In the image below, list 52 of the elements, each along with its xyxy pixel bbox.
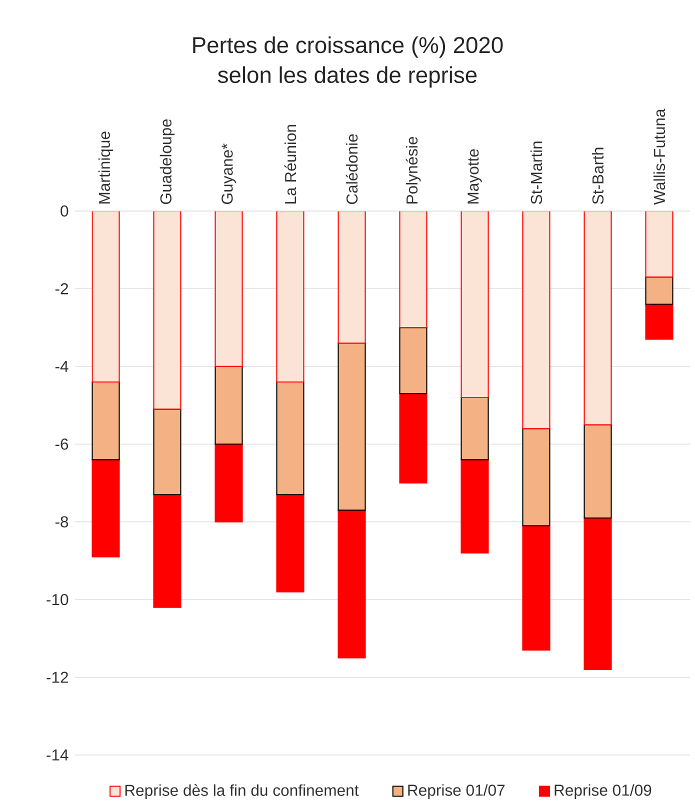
bar bbox=[399, 393, 428, 484]
legend-label: Reprise 01/09 bbox=[554, 784, 652, 799]
bar bbox=[92, 381, 120, 460]
bar bbox=[460, 396, 489, 460]
bar bbox=[92, 210, 120, 382]
bar bbox=[153, 210, 182, 410]
legend-label: Reprise 01/07 bbox=[408, 784, 505, 799]
bar bbox=[645, 210, 674, 278]
x-tick-label: Calédonie bbox=[346, 134, 358, 204]
bar bbox=[522, 525, 550, 651]
bar bbox=[522, 210, 550, 430]
x-tick-label: Polynésie bbox=[406, 136, 421, 204]
x-tick-label: Guyane* bbox=[222, 144, 236, 204]
bar bbox=[153, 494, 182, 608]
bar bbox=[153, 408, 182, 496]
y-tick-label: -14 bbox=[46, 750, 68, 760]
bar bbox=[92, 459, 120, 558]
y-tick-label: -10 bbox=[46, 594, 68, 606]
bar bbox=[214, 366, 243, 445]
bar bbox=[645, 276, 674, 305]
x-tick-label: St-Martin bbox=[530, 142, 542, 204]
chart-title: Pertes de croissance (%) 2020 selon les dates de reprise bbox=[193, 36, 503, 88]
legend-label: Reprise dès la fin du confinement bbox=[125, 784, 359, 800]
bar bbox=[460, 459, 489, 554]
y-tick-label: -6 bbox=[55, 438, 68, 450]
bar bbox=[214, 210, 243, 367]
bar bbox=[584, 210, 612, 426]
x-tick-label: Mayotte bbox=[468, 149, 482, 204]
x-tick-label: Guadeloupe bbox=[160, 119, 175, 204]
bar bbox=[522, 428, 550, 526]
x-tick-label: Martinique bbox=[98, 132, 114, 204]
bar bbox=[460, 210, 489, 398]
bar bbox=[338, 210, 366, 344]
x-tick-label: La Réunion bbox=[284, 124, 296, 204]
bar bbox=[276, 494, 304, 592]
bar bbox=[338, 342, 366, 511]
bar bbox=[276, 210, 304, 382]
y-tick-label: 0 bbox=[60, 205, 68, 217]
x-tick-label: St-Barth bbox=[592, 148, 604, 204]
bar bbox=[214, 444, 243, 522]
bar bbox=[338, 510, 366, 658]
y-tick-label: -8 bbox=[55, 516, 68, 528]
bar bbox=[399, 327, 428, 394]
y-tick-label: -12 bbox=[46, 672, 68, 683]
y-tick-label: -2 bbox=[55, 283, 68, 294]
y-tick-label: -4 bbox=[55, 360, 68, 372]
bar bbox=[584, 517, 612, 670]
bar bbox=[276, 381, 304, 496]
bar bbox=[399, 210, 428, 328]
bar bbox=[584, 424, 612, 518]
bar bbox=[645, 304, 674, 340]
x-tick-label: Wallis-Futuna bbox=[653, 108, 666, 205]
